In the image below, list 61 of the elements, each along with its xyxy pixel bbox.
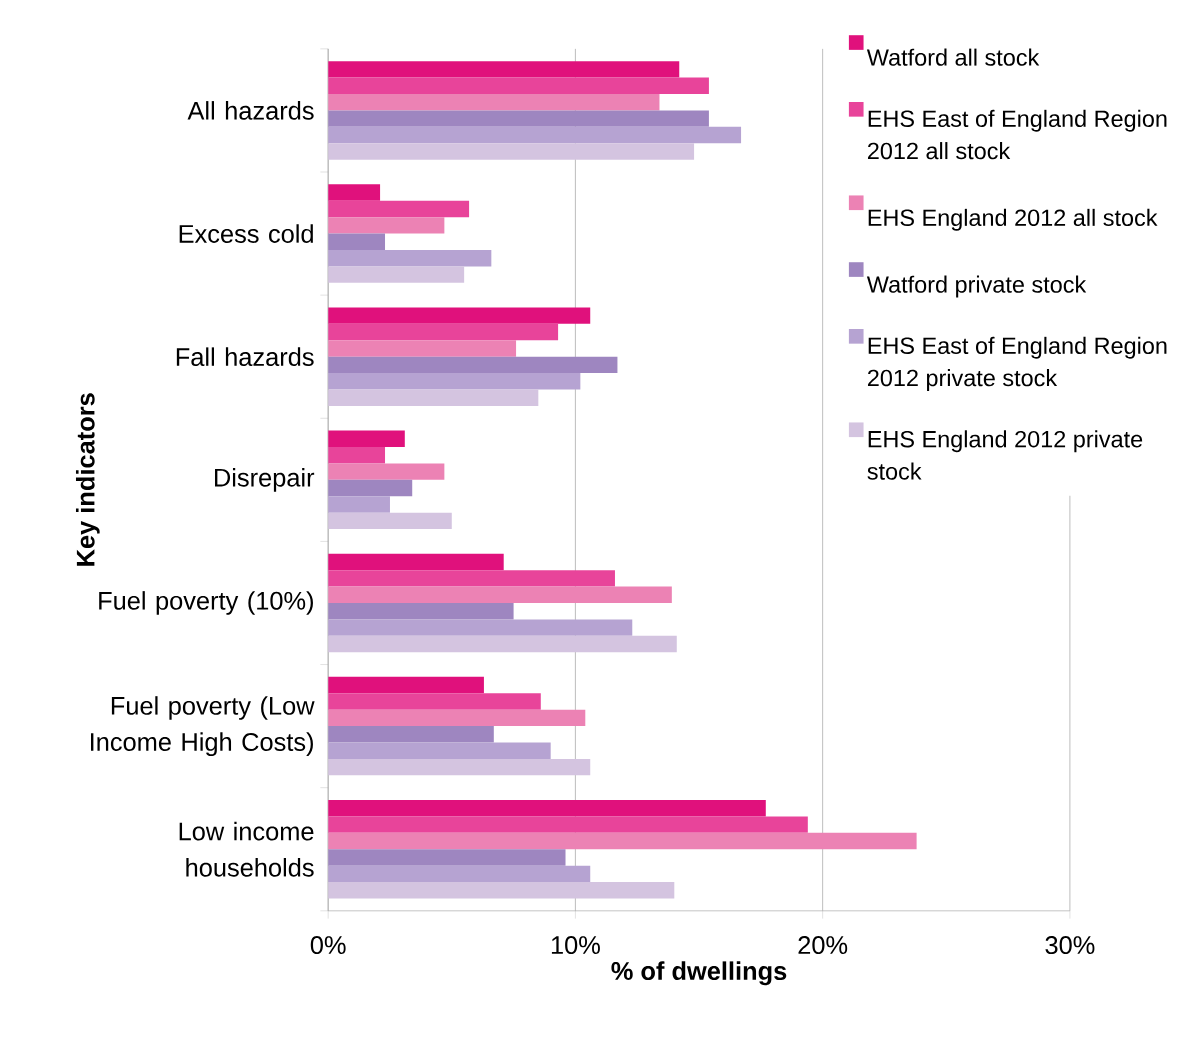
- y-tick-label: Fall hazards: [176, 347, 314, 367]
- bar: [328, 127, 742, 144]
- x-tick-label: 0%: [310, 936, 346, 955]
- y-tick-label: Fuel poverty (Low Income High Costs): [91, 696, 315, 757]
- bar: [328, 636, 677, 653]
- x-tick-label: 10%: [551, 936, 600, 955]
- x-axis-title: % of dwellings: [611, 961, 787, 986]
- y-tick-label: All hazards: [187, 101, 314, 120]
- bar: [328, 356, 618, 374]
- bar: [328, 693, 541, 710]
- bar: [328, 143, 695, 160]
- bar: [328, 233, 386, 251]
- y-tick-label: Excess cold: [179, 224, 313, 244]
- legend-label: Watford private stock: [866, 275, 1087, 298]
- bar: [328, 94, 660, 111]
- bar: [328, 800, 766, 817]
- bar: [328, 726, 494, 743]
- legend-label: EHS East of England Region 2012 private stock: [867, 337, 1167, 392]
- legend-label: EHS East of England Region 2012 all stock: [867, 110, 1167, 160]
- x-tick-label: 20%: [798, 936, 848, 955]
- bar: [328, 266, 465, 284]
- y-tick-label: Disrepair: [215, 468, 315, 492]
- bar: [328, 865, 591, 883]
- bar: [328, 833, 917, 850]
- bar: [328, 217, 445, 234]
- bar: [328, 619, 633, 637]
- y-axis-title: Key indicators: [75, 393, 100, 566]
- bar: [328, 553, 504, 571]
- bar: [328, 849, 566, 866]
- bar: [328, 373, 581, 390]
- legend-label: EHS England 2012 private stock: [867, 430, 1143, 480]
- legend-label: Watford all stock: [866, 48, 1040, 67]
- bar: [328, 603, 514, 620]
- bar: [328, 307, 591, 325]
- bar: [328, 480, 413, 497]
- x-tick-label: 30%: [1045, 936, 1095, 955]
- bar: [328, 77, 709, 95]
- bar: [328, 570, 615, 587]
- bar: [328, 200, 470, 218]
- bar: [328, 447, 386, 464]
- bar: [328, 340, 517, 357]
- bar: [328, 250, 492, 267]
- y-tick-label: Low income households: [179, 822, 314, 877]
- bar: [328, 816, 808, 834]
- bar: [328, 677, 484, 694]
- bar: [328, 430, 405, 448]
- bar: [328, 463, 445, 481]
- bar: [328, 882, 675, 899]
- y-tick-label: Fuel poverty (10%): [99, 591, 313, 616]
- bar: [328, 759, 591, 776]
- bar: [328, 586, 672, 604]
- bar: [328, 61, 680, 78]
- bar: [328, 512, 452, 530]
- bar: [328, 324, 559, 341]
- bar: [328, 496, 390, 513]
- legend-label: EHS England 2012 all stock: [868, 209, 1158, 231]
- bar: [328, 184, 381, 201]
- bar: [328, 709, 586, 727]
- bar: [328, 742, 551, 760]
- bar: [328, 389, 539, 407]
- bar: [328, 110, 709, 128]
